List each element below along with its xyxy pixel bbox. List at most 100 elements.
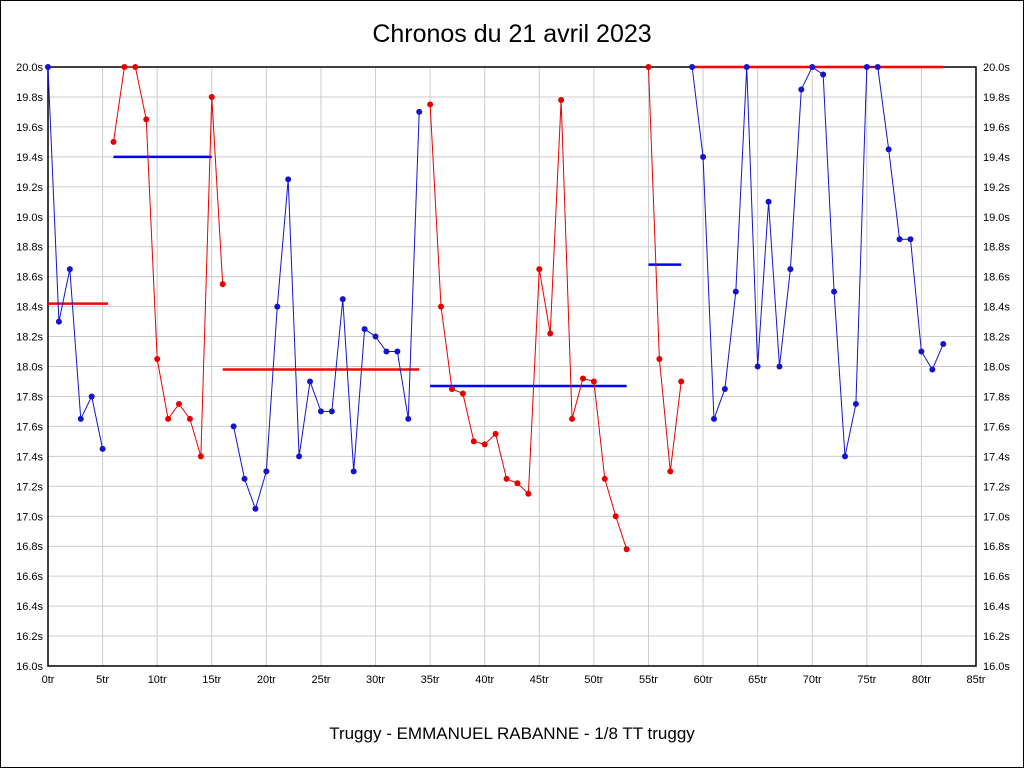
x-tick-label: 75tr bbox=[857, 674, 876, 686]
y-tick-label-left: 17.2s bbox=[16, 481, 43, 493]
run-2-red-point bbox=[219, 281, 226, 288]
run-6-blue-point bbox=[885, 146, 892, 153]
run-4-red-point bbox=[427, 101, 434, 108]
run-3-blue-point bbox=[285, 176, 292, 183]
run-2-red-line bbox=[113, 66, 224, 457]
y-tick-label-right: 18.2s bbox=[983, 332, 1010, 344]
run-4-red-point bbox=[590, 378, 597, 385]
run-1-blue-point bbox=[88, 393, 95, 400]
y-tick-label-left: 19.0s bbox=[16, 212, 43, 224]
run-6-blue-point bbox=[809, 64, 816, 70]
run-4-red-point bbox=[448, 385, 455, 392]
y-tick-label-right: 18.0s bbox=[983, 362, 1010, 374]
run-2-red-point bbox=[154, 356, 161, 363]
run-1-blue-point bbox=[45, 64, 51, 70]
y-tick-label-left: 17.0s bbox=[16, 511, 43, 523]
run-3-blue-point bbox=[416, 108, 423, 115]
run-6-blue-point bbox=[896, 236, 903, 243]
x-tick-label: 50tr bbox=[584, 674, 603, 686]
y-tick-label-right: 20.0s bbox=[983, 62, 1010, 74]
y-tick-label-right: 19.0s bbox=[983, 212, 1010, 224]
run-4-red-point bbox=[503, 475, 510, 482]
run-6-blue-point bbox=[754, 363, 761, 370]
y-tick-label-left: 17.6s bbox=[16, 421, 43, 433]
y-tick-label-right: 16.4s bbox=[983, 601, 1010, 613]
chart-title: Chronos du 21 avril 2023 bbox=[372, 20, 652, 48]
y-tick-label-right: 16.8s bbox=[983, 541, 1010, 553]
y-tick-label-left: 18.6s bbox=[16, 272, 43, 284]
chart-footer: Truggy - EMMANUEL RABANNE - 1/8 TT trugg… bbox=[329, 724, 695, 743]
run-6-blue-point bbox=[863, 64, 870, 70]
y-tick-label-left: 18.4s bbox=[16, 302, 43, 314]
x-tick-label: 5tr bbox=[96, 674, 109, 686]
y-tick-label-right: 18.6s bbox=[983, 272, 1010, 284]
run-6-blue-point bbox=[940, 341, 947, 348]
run-3-blue-point bbox=[394, 348, 401, 355]
run-5-red-point bbox=[667, 468, 674, 475]
run-4-red-point bbox=[525, 490, 532, 497]
run-6-blue-point bbox=[765, 198, 772, 205]
y-tick-label-left: 17.4s bbox=[16, 451, 43, 463]
y-tick-label-left: 16.4s bbox=[16, 601, 43, 613]
y-tick-label-right: 18.8s bbox=[983, 242, 1010, 254]
run-3-blue-point bbox=[307, 378, 314, 385]
run-1-blue-point bbox=[55, 318, 62, 325]
run-6-blue-point bbox=[852, 400, 859, 407]
run-2-red-point bbox=[143, 116, 150, 123]
x-tick-label: 30tr bbox=[366, 674, 385, 686]
run-4-red-point bbox=[438, 303, 445, 310]
x-tick-label: 85tr bbox=[967, 674, 986, 686]
run-6-blue-point bbox=[721, 385, 728, 392]
run-6-blue-point bbox=[841, 453, 848, 460]
run-3-blue-point bbox=[350, 468, 357, 475]
run-4-red-point bbox=[579, 375, 586, 382]
run-5-red-point bbox=[656, 356, 663, 363]
x-tick-label: 45tr bbox=[530, 674, 549, 686]
run-6-blue-point bbox=[743, 64, 750, 70]
x-tick-label: 15tr bbox=[202, 674, 221, 686]
y-tick-label-left: 18.2s bbox=[16, 332, 43, 344]
y-tick-label-right: 16.0s bbox=[983, 661, 1010, 673]
run-2-red-point bbox=[208, 93, 215, 100]
run-2-red-point bbox=[197, 453, 204, 460]
y-tick-label-right: 17.8s bbox=[983, 391, 1010, 403]
run-4-red-point bbox=[459, 390, 466, 397]
y-tick-label-left: 19.4s bbox=[16, 152, 43, 164]
y-tick-label-left: 16.0s bbox=[16, 661, 43, 673]
run-2-red-point bbox=[121, 64, 128, 70]
x-tick-label: 80tr bbox=[912, 674, 931, 686]
run-5-red-line bbox=[647, 66, 682, 472]
run-3-blue-point bbox=[372, 333, 379, 340]
y-tick-label-left: 19.6s bbox=[16, 122, 43, 134]
run-2-red-point bbox=[110, 138, 117, 145]
run-6-blue-point bbox=[787, 266, 794, 273]
run-3-blue-point bbox=[328, 408, 335, 415]
run-3-blue-point bbox=[339, 296, 346, 303]
run-3-blue-point bbox=[317, 408, 324, 415]
x-tick-label: 65tr bbox=[748, 674, 767, 686]
y-tick-label-right: 17.6s bbox=[983, 421, 1010, 433]
run-4-red-point bbox=[470, 438, 477, 445]
run-2-red-point bbox=[165, 415, 172, 422]
x-tick-label: 70tr bbox=[803, 674, 822, 686]
run-6-blue-point bbox=[874, 64, 881, 70]
run-1-blue-point bbox=[99, 445, 106, 452]
y-tick-label-right: 19.2s bbox=[983, 182, 1010, 194]
run-1-blue-point bbox=[66, 266, 73, 273]
y-tick-label-left: 18.8s bbox=[16, 242, 43, 254]
y-tick-label-left: 16.6s bbox=[16, 571, 43, 583]
run-6-blue-point bbox=[700, 153, 707, 160]
y-tick-label-right: 17.4s bbox=[983, 451, 1010, 463]
x-tick-label: 20tr bbox=[257, 674, 276, 686]
run-3-blue-point bbox=[383, 348, 390, 355]
y-tick-label-right: 17.0s bbox=[983, 511, 1010, 523]
run-4-red-point bbox=[623, 546, 630, 553]
run-2-red-point bbox=[132, 64, 139, 70]
run-3-blue-point bbox=[296, 453, 303, 460]
run-3-blue-point bbox=[230, 423, 237, 430]
y-tick-label-left: 19.8s bbox=[16, 92, 43, 104]
y-tick-label-right: 19.6s bbox=[983, 122, 1010, 134]
run-3-blue-point bbox=[241, 475, 248, 482]
